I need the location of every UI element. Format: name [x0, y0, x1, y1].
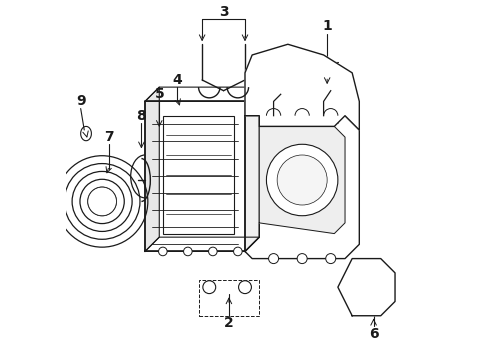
Polygon shape: [245, 44, 359, 130]
Text: 1: 1: [322, 19, 332, 33]
Text: 5: 5: [154, 87, 164, 101]
Circle shape: [159, 247, 167, 256]
Text: 4: 4: [172, 73, 182, 87]
Polygon shape: [259, 126, 345, 234]
Circle shape: [88, 187, 117, 216]
Circle shape: [203, 281, 216, 294]
Polygon shape: [245, 87, 259, 251]
Text: 3: 3: [219, 5, 228, 19]
Circle shape: [234, 247, 242, 256]
Circle shape: [326, 253, 336, 264]
Polygon shape: [145, 102, 245, 251]
Circle shape: [269, 253, 279, 264]
Circle shape: [267, 144, 338, 216]
Text: 2: 2: [224, 316, 234, 330]
Polygon shape: [338, 258, 395, 316]
Circle shape: [184, 247, 192, 256]
Circle shape: [277, 155, 327, 205]
Text: 9: 9: [76, 94, 85, 108]
Polygon shape: [145, 87, 259, 102]
Text: 7: 7: [104, 130, 114, 144]
Circle shape: [297, 253, 307, 264]
Text: 6: 6: [369, 327, 378, 341]
Polygon shape: [145, 237, 259, 251]
Polygon shape: [245, 87, 359, 258]
Circle shape: [209, 247, 217, 256]
Circle shape: [239, 281, 251, 294]
Polygon shape: [145, 87, 159, 251]
Text: 8: 8: [137, 109, 147, 123]
